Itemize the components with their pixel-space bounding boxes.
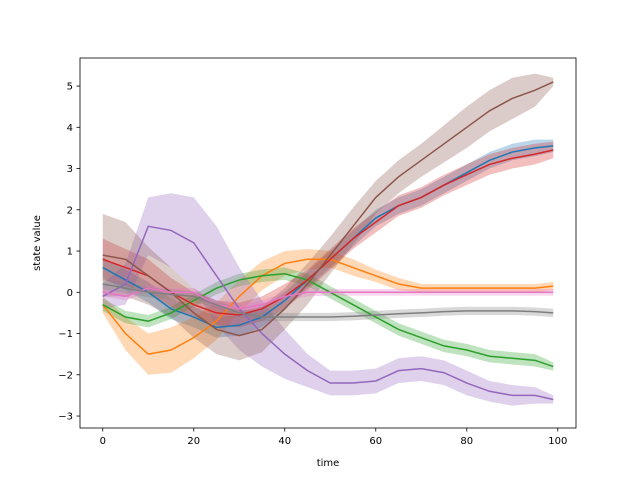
x-tick-label: 60 [369, 436, 382, 447]
series-5-band [102, 73, 554, 361]
x-tick-label: 20 [187, 436, 200, 447]
series-4-band [102, 193, 554, 406]
series-6-band [102, 284, 554, 313]
series-3-line [102, 149, 554, 316]
y-tick-label: 5 [67, 82, 73, 93]
x-tick-label: 40 [278, 436, 291, 447]
x-tick-label: 100 [548, 436, 567, 447]
x-tick-label: 80 [460, 436, 473, 447]
y-axis-label: state value [32, 215, 43, 271]
series-0-band [102, 139, 554, 338]
series-5-line [102, 81, 554, 337]
series-1-band [102, 248, 554, 375]
series-6-line [102, 287, 554, 310]
x-tick-label: 0 [100, 436, 106, 447]
series-4-line [102, 225, 554, 401]
y-tick-label: 0 [67, 288, 73, 299]
y-tick-label: −3 [58, 412, 73, 423]
y-tick-label: 1 [67, 247, 73, 258]
x-axis-label: time [317, 458, 340, 469]
series-7-band [102, 279, 554, 322]
plot-frame [79, 57, 577, 429]
y-tick-label: 4 [67, 123, 73, 134]
y-tick-label: 2 [67, 205, 73, 216]
series-3-band [102, 141, 554, 328]
series-7-line [102, 283, 554, 318]
y-tick-label: −2 [58, 370, 73, 381]
y-tick-label: −1 [58, 329, 73, 340]
y-tick-label: 3 [67, 164, 73, 175]
